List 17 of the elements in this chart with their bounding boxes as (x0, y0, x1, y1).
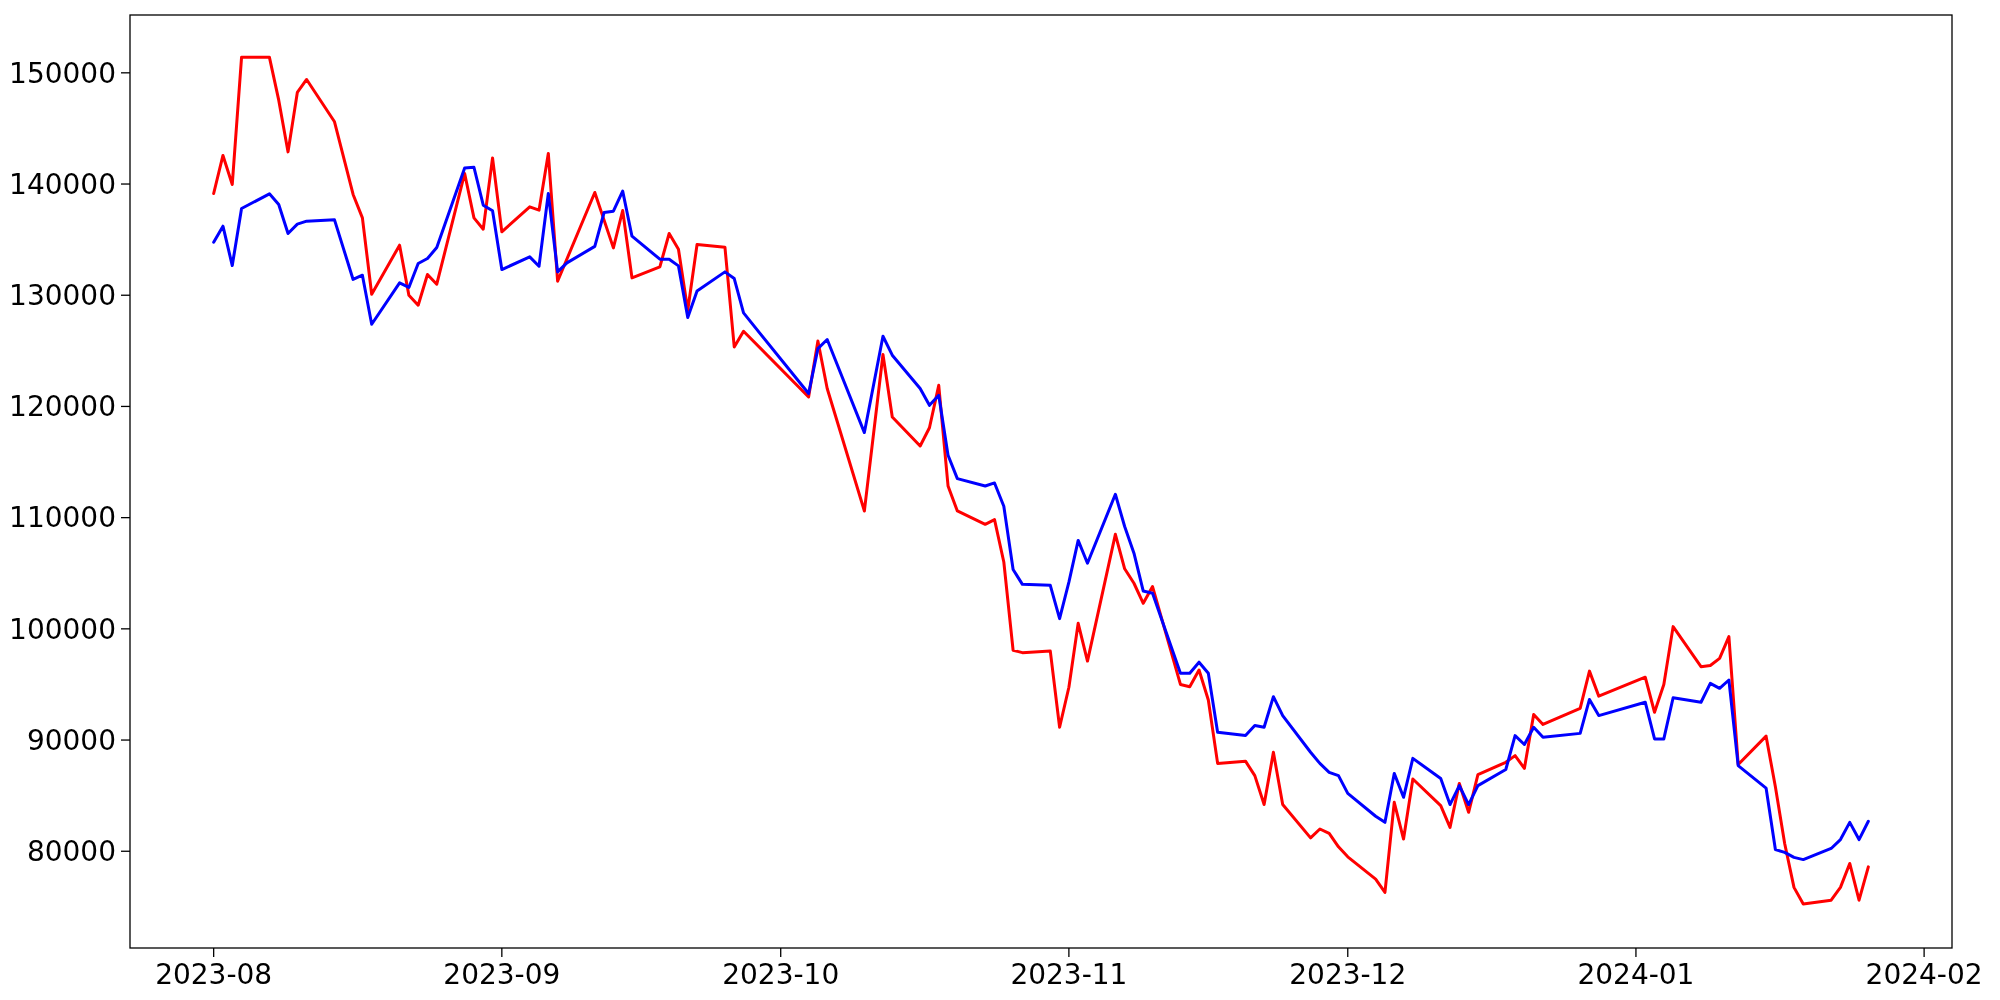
y-tick-label: 90000 (26, 723, 116, 757)
x-tick-label: 2023-08 (155, 958, 273, 991)
y-tick-label: 130000 (9, 279, 116, 313)
y-tick-label: 140000 (9, 167, 116, 201)
x-tick-label: 2024-02 (1865, 958, 1983, 991)
y-tick-label: 110000 (9, 501, 116, 535)
x-tick-label: 2023-11 (1010, 958, 1128, 991)
y-tick-label: 100000 (9, 612, 116, 646)
x-tick-label: 2024-01 (1577, 958, 1695, 991)
y-tick-label: 150000 (9, 56, 116, 90)
y-tick-label: 120000 (9, 390, 116, 424)
line-series (212, 55, 1870, 906)
x-tick-label: 2023-10 (722, 958, 840, 991)
line-series (212, 165, 1870, 862)
y-tick-label: 80000 (26, 835, 116, 869)
x-tick-label: 2023-09 (443, 958, 561, 991)
x-tick-label: 2023-12 (1289, 958, 1407, 991)
